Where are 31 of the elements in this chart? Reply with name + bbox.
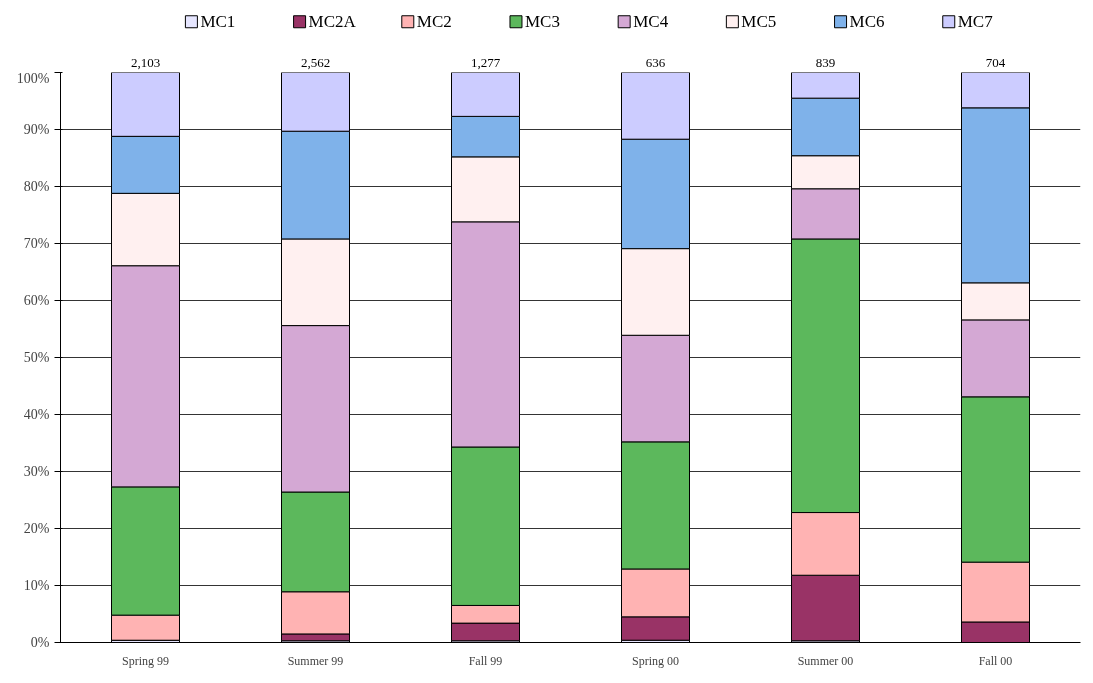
text: 2,562 — [300, 55, 331, 71]
y-tick-label: 100% — [16, 70, 50, 86]
x-tick-label: Summer 00 — [797, 653, 854, 668]
x-tick-label: Fall 00 — [978, 653, 1013, 668]
legend-label: MC4 — [633, 12, 669, 32]
x-tick-label: Spring 00 — [632, 653, 680, 668]
text: 2,103 — [130, 55, 161, 71]
y-tick-label: 90% — [23, 122, 50, 137]
y-tick-label: 80% — [23, 179, 50, 194]
y-tick-label: 70% — [23, 236, 50, 251]
y-tick-label: 10% — [23, 578, 50, 593]
text: 704 — [985, 55, 1006, 71]
x-tick-label: Fall 99 — [468, 653, 503, 668]
legend-label: MC2A — [308, 12, 357, 32]
y-tick-label: 50% — [23, 350, 50, 365]
y-tick-label: 40% — [23, 407, 50, 422]
legend-label: MC6 — [849, 12, 885, 32]
y-tick-label: 0% — [30, 635, 50, 650]
legend-label: MC2 — [416, 12, 452, 32]
y-tick-label: 60% — [23, 293, 50, 308]
legend-label: MC1 — [200, 12, 236, 32]
legend-label: MC7 — [957, 12, 994, 32]
text: 839 — [815, 55, 836, 71]
x-tick-label: Summer 99 — [287, 653, 344, 668]
y-tick-label: 20% — [23, 521, 50, 536]
y-tick-label: 30% — [23, 464, 50, 479]
legend-label: MC5 — [741, 12, 777, 32]
text: 636 — [645, 55, 666, 71]
legend-label: MC3 — [524, 12, 560, 32]
x-tick-label: Spring 99 — [122, 653, 170, 668]
text: 1,277 — [470, 55, 501, 71]
